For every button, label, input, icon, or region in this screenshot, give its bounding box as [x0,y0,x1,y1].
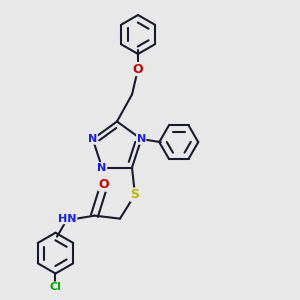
Text: O: O [133,62,143,76]
Text: O: O [98,178,109,190]
Text: HN: HN [58,214,77,224]
Text: N: N [98,163,106,172]
Text: N: N [88,134,98,144]
Text: S: S [130,188,140,201]
Text: Cl: Cl [50,282,61,292]
Text: N: N [136,134,146,144]
